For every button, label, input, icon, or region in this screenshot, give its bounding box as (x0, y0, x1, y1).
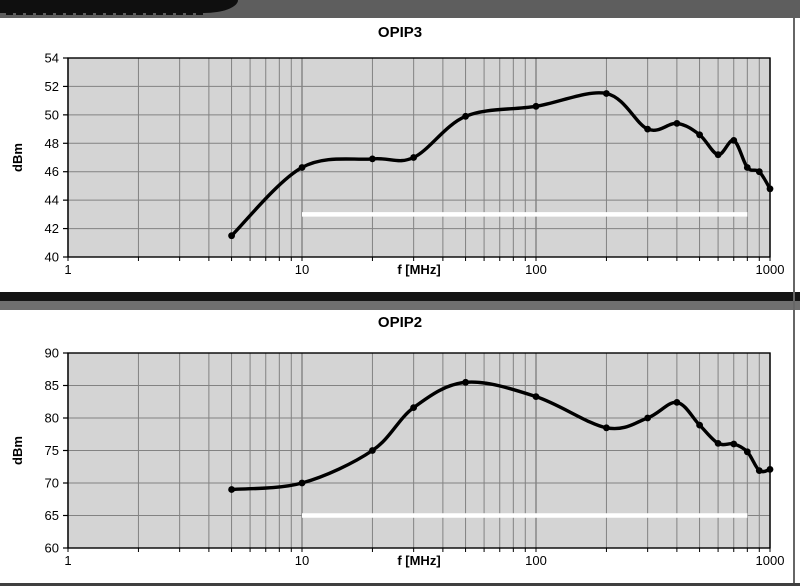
plot-area (68, 58, 770, 257)
data-points (228, 378, 774, 493)
data-point (673, 399, 681, 406)
data-point (743, 448, 751, 456)
data-point (532, 102, 540, 110)
x-axis-label: f [MHz] (397, 553, 440, 568)
y-tick-label: 65 (45, 508, 59, 523)
y-tick-label: 85 (45, 378, 59, 393)
data-point (603, 424, 610, 432)
x-tick-label: 10 (295, 262, 309, 277)
clipped-banner-text (6, 12, 204, 15)
data-point (410, 154, 417, 161)
data-point (696, 421, 703, 429)
data-point (369, 155, 376, 163)
data-point (730, 440, 738, 448)
page-bottom-band (0, 583, 800, 586)
data-point (743, 164, 751, 171)
data-point (228, 486, 236, 493)
data-points (228, 90, 774, 240)
data-point (766, 185, 774, 193)
y-tick-label: 50 (45, 107, 59, 122)
data-point (298, 164, 306, 171)
y-axis-label: dBm (10, 436, 25, 465)
data-point (228, 232, 236, 240)
y-tick-label: 46 (45, 164, 59, 179)
data-point (298, 479, 306, 487)
chart-title-opip3: OPIP3 (377, 24, 423, 41)
y-tick-label: 52 (45, 79, 59, 94)
data-point (714, 440, 722, 447)
y-axis-label: dBm (10, 143, 25, 172)
data-point (369, 447, 376, 454)
y-tick-label: 60 (45, 541, 59, 556)
data-point (532, 393, 540, 400)
y-tick-label: 42 (45, 221, 59, 236)
data-point (462, 378, 469, 386)
y-tick-label: 54 (45, 51, 59, 66)
data-point (644, 125, 651, 133)
x-tick-label: 100 (525, 262, 547, 277)
page-right-border (793, 18, 795, 583)
separator-gray-band (0, 301, 800, 310)
plot-border (67, 352, 771, 549)
data-point (696, 131, 703, 139)
x-tick-label: 1 (64, 262, 71, 277)
x-axis-label: f [MHz] (397, 262, 440, 277)
y-tick-label: 48 (45, 136, 59, 151)
series-line (229, 380, 772, 492)
y-tick-label: 90 (45, 346, 59, 361)
data-point (410, 404, 417, 411)
chart-opip2: 60 65 70 75 80 85 90 1 10 100 1000 f [MHz] dBm (10, 346, 785, 569)
y-tick-label: 80 (45, 411, 59, 426)
data-point (644, 414, 651, 422)
x-tick-label: 10 (295, 553, 309, 568)
data-point (755, 168, 763, 176)
top-strip (0, 0, 800, 18)
data-point (673, 120, 681, 127)
y-tick-label: 40 (45, 250, 59, 265)
data-point (766, 466, 774, 473)
y-tick-label: 75 (45, 443, 59, 458)
x-tick-label: 1 (64, 553, 71, 568)
x-tick-label: 1000 (756, 553, 785, 568)
x-tick-label: 100 (525, 553, 547, 568)
y-tick-label: 70 (45, 476, 59, 491)
x-tick-label: 1000 (756, 262, 785, 277)
plot-border (67, 57, 771, 258)
banner-tab (0, 0, 238, 15)
data-point (755, 467, 763, 474)
data-point (603, 90, 610, 97)
y-tick-label: 44 (45, 193, 59, 208)
separator-black-band (0, 292, 800, 301)
data-point (714, 151, 722, 159)
data-point (462, 112, 469, 120)
data-point (730, 137, 738, 144)
chart-opip3: 40 42 44 46 48 50 52 54 1 10 100 1000 f [MHz] dBm (10, 51, 785, 278)
chart-title-opip2: OPIP2 (377, 314, 423, 331)
